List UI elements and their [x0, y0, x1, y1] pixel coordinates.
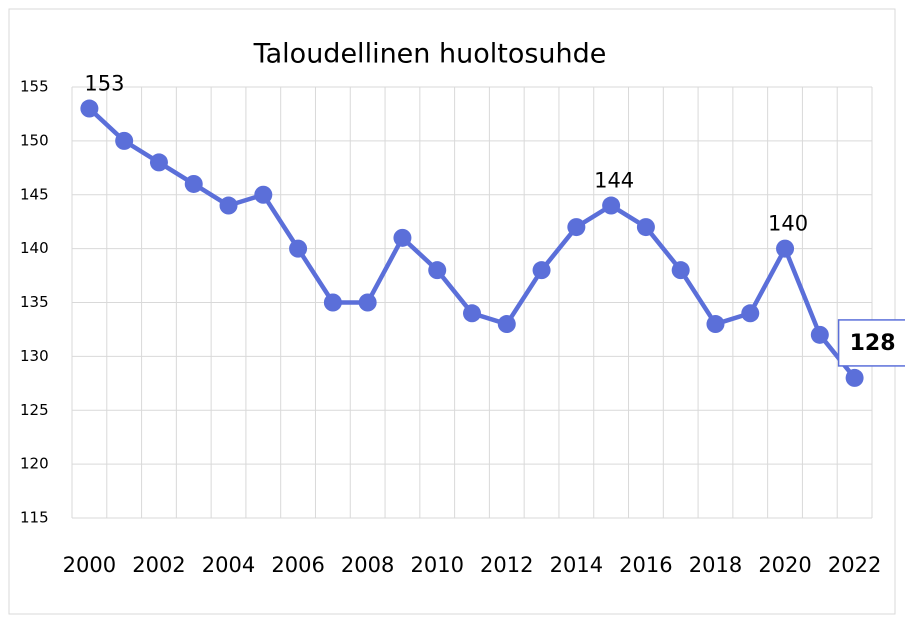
x-tick-label: 2016: [619, 553, 672, 577]
data-point: [428, 261, 447, 280]
x-tick-label: 2004: [202, 553, 255, 577]
data-point: [567, 218, 586, 237]
data-point: [254, 185, 273, 204]
data-point: [636, 218, 655, 237]
data-point: [671, 261, 690, 280]
data-point: [741, 304, 760, 323]
data-point: [323, 293, 342, 312]
data-label: 153: [84, 72, 124, 96]
x-tick-label: 2018: [689, 553, 742, 577]
y-tick-label: 115: [20, 509, 49, 527]
data-point: [115, 131, 134, 150]
data-point: [810, 325, 829, 344]
data-point: [706, 315, 725, 334]
data-point: [845, 368, 864, 387]
data-point: [358, 293, 377, 312]
data-point: [776, 239, 795, 258]
y-tick-label: 130: [20, 347, 49, 365]
label-box: [837, 319, 905, 367]
data-point: [532, 261, 551, 280]
data-point: [393, 228, 412, 247]
y-tick-label: 150: [20, 131, 49, 149]
data-point: [149, 153, 168, 172]
data-point: [497, 315, 516, 334]
y-tick-label: 135: [20, 293, 49, 311]
chart-title: Taloudellinen huoltosuhde: [253, 39, 607, 70]
y-tick-label: 125: [20, 401, 49, 419]
data-point: [289, 239, 308, 258]
x-tick-label: 2002: [132, 553, 185, 577]
data-point: [80, 99, 99, 118]
data-label: 140: [768, 212, 808, 236]
data-point: [463, 304, 481, 323]
x-tick-label: 2000: [63, 553, 116, 577]
x-tick-label: 2010: [410, 553, 463, 577]
y-tick-label: 145: [20, 185, 49, 203]
x-tick-label: 2020: [758, 553, 811, 577]
data-point: [184, 174, 203, 193]
data-point: [602, 196, 621, 215]
x-tick-label: 2012: [480, 553, 533, 577]
y-tick-label: 120: [20, 455, 49, 473]
x-tick-label: 2022: [828, 553, 881, 577]
y-tick-label: 140: [20, 239, 49, 257]
y-tick-label: 155: [20, 78, 49, 96]
x-tick-label: 2008: [341, 553, 394, 577]
data-point: [219, 196, 238, 215]
data-label: 144: [594, 169, 634, 193]
x-tick-label: 2014: [550, 553, 603, 577]
data-label: 128: [850, 331, 896, 356]
x-tick-label: 2006: [271, 553, 324, 577]
